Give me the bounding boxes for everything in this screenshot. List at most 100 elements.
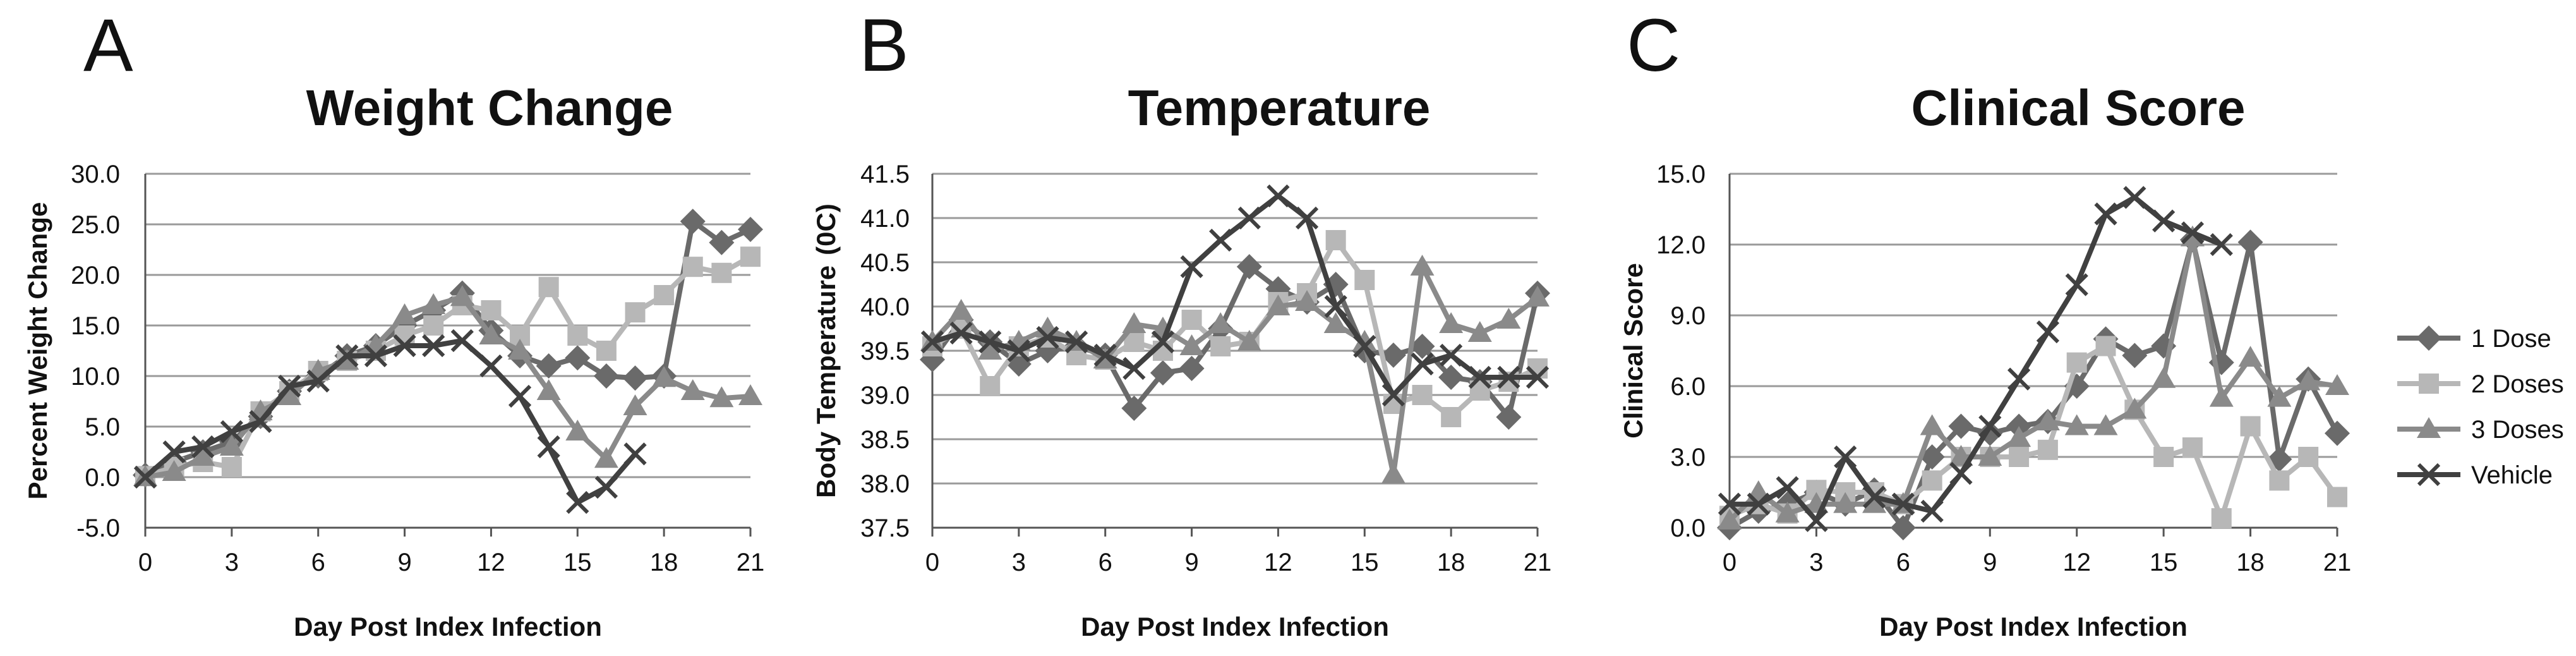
marker-x <box>2007 367 2031 391</box>
marker-square <box>2009 447 2030 467</box>
marker-x <box>2123 186 2146 209</box>
marker-triangle <box>738 384 762 405</box>
y-tick-label: 30.0 <box>71 161 120 188</box>
marker-triangle <box>2325 374 2349 395</box>
series-line <box>931 193 1538 398</box>
marker-diamond <box>738 217 763 242</box>
marker-square <box>682 257 703 277</box>
x-tick-label: 15 <box>1351 549 1379 576</box>
marker-diamond <box>1150 360 1176 386</box>
chart-panel-b: B Temperature 37.5 38.0 38.5 39.0 39.5 40.0 40.5… <box>811 4 1551 641</box>
marker-triangle <box>2267 386 2292 407</box>
x-axis-label: Day Post Index Infection <box>294 612 602 641</box>
x-tick-label: 21 <box>2323 549 2352 576</box>
marker-x <box>1978 415 2002 438</box>
panel-letter: B <box>859 4 909 87</box>
marker-triangle <box>335 349 359 370</box>
series-line <box>1728 234 2338 523</box>
marker-triangle <box>2296 369 2321 391</box>
marker-x <box>2417 463 2441 487</box>
marker-diamond <box>2122 343 2148 368</box>
marker-x <box>1834 445 1857 469</box>
marker-diamond <box>1919 444 1945 470</box>
marker-x <box>1747 492 1770 516</box>
marker-triangle <box>1352 330 1377 351</box>
x-axis-label: Day Post Index Infection <box>1879 612 2188 641</box>
marker-x <box>2094 202 2117 226</box>
y-tick-label: 3.0 <box>1670 444 1706 471</box>
marker-triangle <box>2238 346 2263 367</box>
marker-x <box>1267 184 1290 208</box>
marker-x <box>393 334 416 358</box>
y-tick-label: 41.5 <box>860 161 910 188</box>
marker-diamond <box>1438 365 1464 390</box>
y-tick-label: 20.0 <box>71 262 120 289</box>
marker-x <box>450 329 474 353</box>
marker-square <box>2182 437 2203 458</box>
marker-triangle <box>2007 426 2031 447</box>
marker-x <box>1440 343 1463 367</box>
marker-triangle <box>1467 321 1492 342</box>
marker-triangle <box>594 447 618 468</box>
marker-x <box>1324 295 1347 319</box>
marker-triangle <box>709 386 734 408</box>
x-tick-label: 21 <box>737 549 765 576</box>
marker-triangle <box>623 394 647 415</box>
legend-entry: 2 Doses <box>2397 370 2564 398</box>
series-line <box>930 264 1539 477</box>
series-vehicle <box>133 329 647 514</box>
marker-square <box>1922 470 1942 491</box>
marker-square <box>221 457 242 477</box>
legend-label: Vehicle <box>2471 461 2553 489</box>
marker-square <box>654 285 675 305</box>
marker-triangle <box>277 384 302 405</box>
legend-label: 3 Doses <box>2471 416 2564 444</box>
marker-square <box>394 325 415 346</box>
marker-square <box>2066 352 2087 373</box>
marker-square <box>1441 407 1462 427</box>
marker-x <box>2065 273 2088 296</box>
marker-square <box>1210 336 1231 356</box>
marker-x <box>978 330 1002 354</box>
x-tick-label: 9 <box>1983 549 1997 576</box>
y-tick-label: 40.0 <box>860 293 910 321</box>
marker-triangle <box>978 339 1002 360</box>
x-tick-label: 3 <box>225 549 239 576</box>
marker-triangle <box>2093 414 2118 435</box>
x-tick-label: 18 <box>650 549 678 576</box>
marker-triangle <box>392 303 417 324</box>
marker-diamond <box>1121 396 1147 421</box>
marker-diamond <box>536 353 562 379</box>
marker-diamond <box>1496 404 1522 430</box>
y-tick-label: 6.0 <box>1670 373 1706 401</box>
marker-square <box>1354 270 1375 290</box>
marker-diamond <box>1948 413 1974 439</box>
marker-x <box>1151 330 1175 354</box>
marker-square <box>2211 508 2232 529</box>
marker-x <box>1237 206 1261 230</box>
marker-triangle <box>508 339 533 360</box>
marker-square <box>1181 310 1202 330</box>
marker-x <box>220 420 243 444</box>
marker-square <box>1325 230 1346 250</box>
x-tick-label: 12 <box>2062 549 2091 576</box>
legend-entry: 3 Doses <box>2397 416 2564 444</box>
marker-x <box>949 321 973 345</box>
marker-x <box>623 442 647 466</box>
y-tick-label: 38.0 <box>860 470 910 498</box>
marker-diamond <box>2325 420 2350 446</box>
marker-x <box>191 435 215 459</box>
marker-triangle <box>1496 308 1521 329</box>
marker-square <box>980 376 1001 396</box>
y-tick-label: 5.0 <box>85 413 120 441</box>
marker-x <box>249 410 272 434</box>
legend: 1 Dose 2 Doses 3 Doses Vehicle <box>2397 325 2564 489</box>
marker-triangle <box>949 299 973 320</box>
y-tick-label: 37.5 <box>860 514 910 542</box>
panel-letter: C <box>1627 4 1680 87</box>
marker-square <box>423 315 444 336</box>
marker-square <box>567 325 588 346</box>
x-tick-label: 3 <box>1012 549 1026 576</box>
marker-triangle <box>1833 492 1858 513</box>
